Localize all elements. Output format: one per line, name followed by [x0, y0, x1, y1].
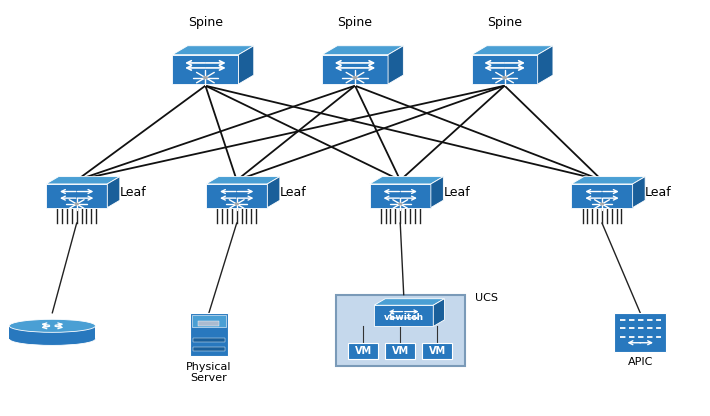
Polygon shape: [370, 184, 431, 208]
Polygon shape: [192, 314, 226, 327]
Polygon shape: [322, 46, 403, 55]
Polygon shape: [349, 343, 378, 359]
Polygon shape: [572, 184, 633, 208]
Polygon shape: [107, 177, 120, 208]
Polygon shape: [190, 313, 228, 356]
Circle shape: [234, 203, 239, 206]
Polygon shape: [192, 347, 225, 351]
Polygon shape: [198, 322, 219, 326]
Circle shape: [398, 203, 403, 206]
Text: VM: VM: [429, 346, 446, 356]
Circle shape: [600, 203, 604, 206]
Polygon shape: [374, 299, 444, 305]
Circle shape: [352, 76, 358, 79]
Polygon shape: [192, 338, 225, 342]
Text: Spine: Spine: [188, 16, 223, 29]
Polygon shape: [471, 55, 537, 84]
Polygon shape: [388, 46, 403, 84]
Polygon shape: [374, 305, 433, 327]
Polygon shape: [336, 295, 464, 366]
Polygon shape: [614, 313, 667, 352]
Text: Leaf: Leaf: [280, 186, 307, 199]
Polygon shape: [422, 343, 452, 359]
Polygon shape: [431, 177, 443, 208]
Ellipse shape: [9, 332, 95, 345]
Polygon shape: [268, 177, 280, 208]
Text: Leaf: Leaf: [645, 186, 672, 199]
Circle shape: [502, 76, 508, 79]
Polygon shape: [173, 46, 253, 55]
Polygon shape: [206, 177, 280, 184]
Text: Leaf: Leaf: [443, 186, 470, 199]
Polygon shape: [206, 184, 268, 208]
Polygon shape: [322, 55, 388, 84]
Polygon shape: [46, 184, 107, 208]
Text: UCS: UCS: [475, 292, 498, 302]
Text: VM: VM: [392, 346, 409, 356]
Ellipse shape: [9, 319, 95, 332]
Polygon shape: [46, 177, 120, 184]
Polygon shape: [471, 46, 553, 55]
Polygon shape: [537, 46, 553, 84]
Polygon shape: [572, 177, 645, 184]
Text: VM: VM: [355, 346, 372, 356]
Text: Leaf: Leaf: [120, 186, 146, 199]
Text: Spine: Spine: [487, 16, 522, 29]
Circle shape: [75, 203, 79, 206]
Text: vSwitch: vSwitch: [383, 313, 424, 322]
Text: Spine: Spine: [337, 16, 373, 29]
Polygon shape: [370, 177, 443, 184]
Text: Physical
Server: Physical Server: [186, 362, 231, 384]
Polygon shape: [433, 299, 444, 327]
Polygon shape: [633, 177, 645, 208]
Polygon shape: [386, 343, 415, 359]
Polygon shape: [9, 326, 95, 339]
Polygon shape: [173, 55, 239, 84]
Text: APIC: APIC: [628, 357, 653, 367]
Circle shape: [202, 76, 208, 79]
Polygon shape: [239, 46, 253, 84]
